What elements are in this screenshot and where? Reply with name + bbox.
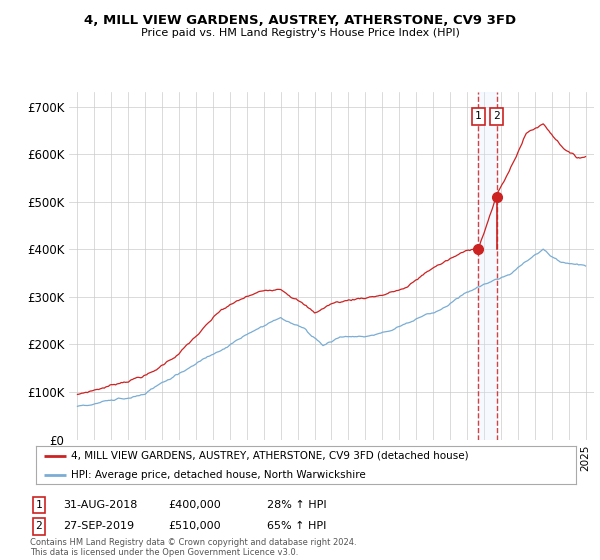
Text: £510,000: £510,000 (168, 521, 221, 531)
Text: 4, MILL VIEW GARDENS, AUSTREY, ATHERSTONE, CV9 3FD (detached house): 4, MILL VIEW GARDENS, AUSTREY, ATHERSTON… (71, 451, 469, 461)
Bar (478, 92, 497, 440)
Text: 1: 1 (35, 500, 43, 510)
Text: 31-AUG-2018: 31-AUG-2018 (63, 500, 137, 510)
Text: 2: 2 (35, 521, 43, 531)
Text: Price paid vs. HM Land Registry's House Price Index (HPI): Price paid vs. HM Land Registry's House … (140, 28, 460, 38)
Text: £400,000: £400,000 (168, 500, 221, 510)
Text: 65% ↑ HPI: 65% ↑ HPI (267, 521, 326, 531)
Text: 27-SEP-2019: 27-SEP-2019 (63, 521, 134, 531)
Text: 28% ↑ HPI: 28% ↑ HPI (267, 500, 326, 510)
Text: 2: 2 (493, 111, 500, 121)
Text: Contains HM Land Registry data © Crown copyright and database right 2024.
This d: Contains HM Land Registry data © Crown c… (30, 538, 356, 557)
Text: 1: 1 (475, 111, 482, 121)
Text: HPI: Average price, detached house, North Warwickshire: HPI: Average price, detached house, Nort… (71, 470, 366, 480)
Text: 4, MILL VIEW GARDENS, AUSTREY, ATHERSTONE, CV9 3FD: 4, MILL VIEW GARDENS, AUSTREY, ATHERSTON… (84, 14, 516, 27)
